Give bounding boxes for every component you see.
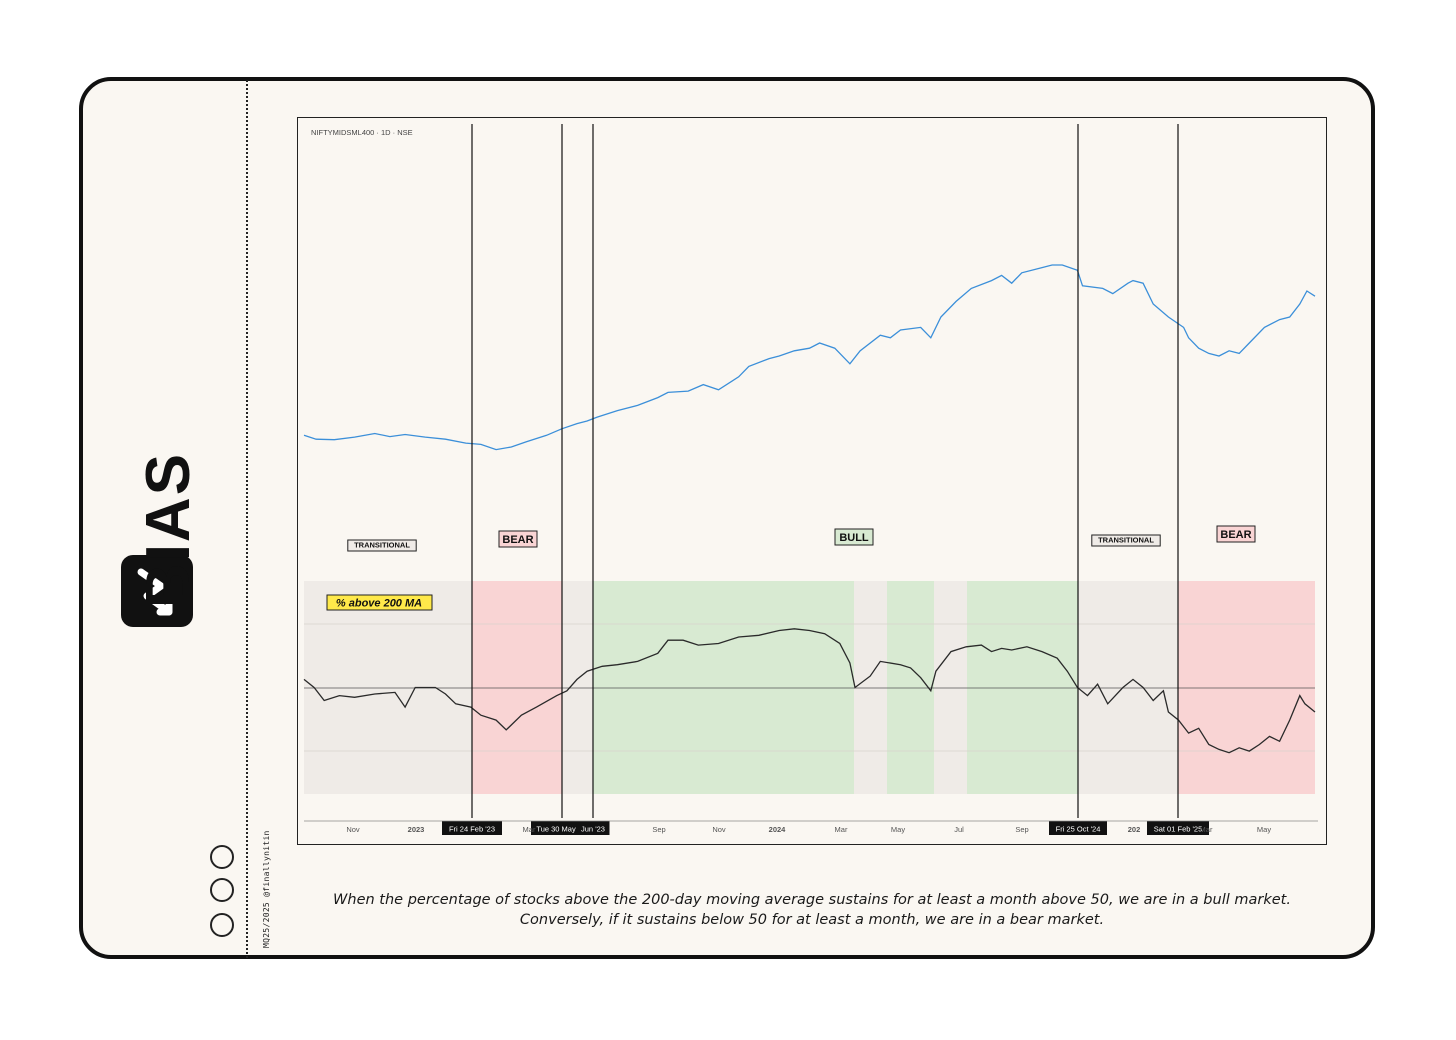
- regime-band-bear: [472, 581, 562, 794]
- x-axis: Nov 2023 Mar Sep Nov 2024 Mar May Jul Sep 202 Mar Ma…: [304, 820, 1318, 834]
- x-tick-label: Nov: [712, 825, 726, 834]
- marker-label: Fri 25 Oct '24: [1056, 825, 1101, 834]
- status-dot-red-1: [210, 845, 234, 869]
- indicator-label: % above 200 MA: [336, 598, 422, 610]
- brand-logo: BIAS: [121, 452, 203, 627]
- breadth-series: [303, 628, 1316, 754]
- x-tick-label: Jul: [954, 825, 964, 834]
- regime-bands: [304, 581, 1315, 794]
- x-tick-label: May: [1257, 825, 1271, 834]
- caption: When the percentage of stocks above the …: [333, 892, 1291, 928]
- x-tick-label: Nov: [346, 825, 360, 834]
- regime-band-transitional: [304, 581, 472, 794]
- regime-band-transitional: [1078, 581, 1178, 794]
- marker-label: Tue 30 May '23: [536, 825, 587, 834]
- regime-label: TRANSITIONAL: [1098, 536, 1154, 545]
- regime-labels: TRANSITIONAL BEAR BULL TRANSITIONAL BEAR: [347, 525, 1256, 552]
- x-tick-label: Sep: [1015, 825, 1028, 834]
- brand: BIAS: [115, 400, 205, 635]
- marker-label: Sat 01 Feb '25: [1154, 825, 1203, 834]
- marker-label-bg: [1147, 821, 1209, 835]
- x-tick-label: Mar: [835, 825, 848, 834]
- breadth-line: [303, 628, 1316, 754]
- regime-label: BEAR: [1220, 529, 1251, 541]
- x-tick-label: Mar: [1200, 825, 1213, 834]
- x-tick-label: 2023: [408, 825, 425, 834]
- price-line: [303, 264, 1316, 451]
- regime-band-bull: [967, 581, 1078, 794]
- regime-label-bg: [347, 539, 417, 552]
- brand-name: BIAS: [134, 452, 203, 608]
- regime-band-bear: [1178, 581, 1315, 794]
- regime-label-bg: [1091, 534, 1161, 547]
- credit-text: MQ25/2025 @finallynitin: [262, 830, 271, 948]
- regime-band-transitional: [854, 581, 887, 794]
- x-tick-label: Mar: [523, 825, 536, 834]
- indicator-label-bg: [326, 594, 433, 611]
- price-series: [303, 264, 1316, 451]
- x-tick-label: 2024: [769, 825, 787, 834]
- status-dot-red-2: [210, 913, 234, 937]
- marker-label: Jun '23: [581, 825, 605, 834]
- chart-frame: Fri 24 Feb '23 Tue 30 May '23 Jun '23 Fri 2…: [297, 117, 1327, 845]
- symbol-label: NIFTYMIDSML400 · 1D · NSE: [311, 128, 413, 137]
- regime-label: TRANSITIONAL: [354, 541, 410, 550]
- regime-label-bg: [834, 528, 874, 546]
- marker-label-bg: [576, 821, 610, 835]
- regime-label: BULL: [839, 532, 869, 544]
- x-tick-label: May: [891, 825, 905, 834]
- regime-label-bg: [1216, 525, 1256, 543]
- regime-label-bg: [498, 530, 538, 548]
- regime-band-bull: [593, 581, 854, 794]
- marker-label-bg: [442, 821, 502, 835]
- dotted-divider: [246, 80, 248, 958]
- regime-band-transitional: [934, 581, 967, 794]
- x-tick-label: 202: [1128, 825, 1141, 834]
- regime-band-transitional: [562, 581, 593, 794]
- regime-band-bull: [887, 581, 934, 794]
- regime-label: BEAR: [502, 534, 533, 546]
- status-dot-green: [210, 878, 234, 902]
- marker-label: Fri 24 Feb '23: [449, 825, 495, 834]
- marker-label-bg: [1049, 821, 1107, 835]
- x-tick-label: Sep: [652, 825, 665, 834]
